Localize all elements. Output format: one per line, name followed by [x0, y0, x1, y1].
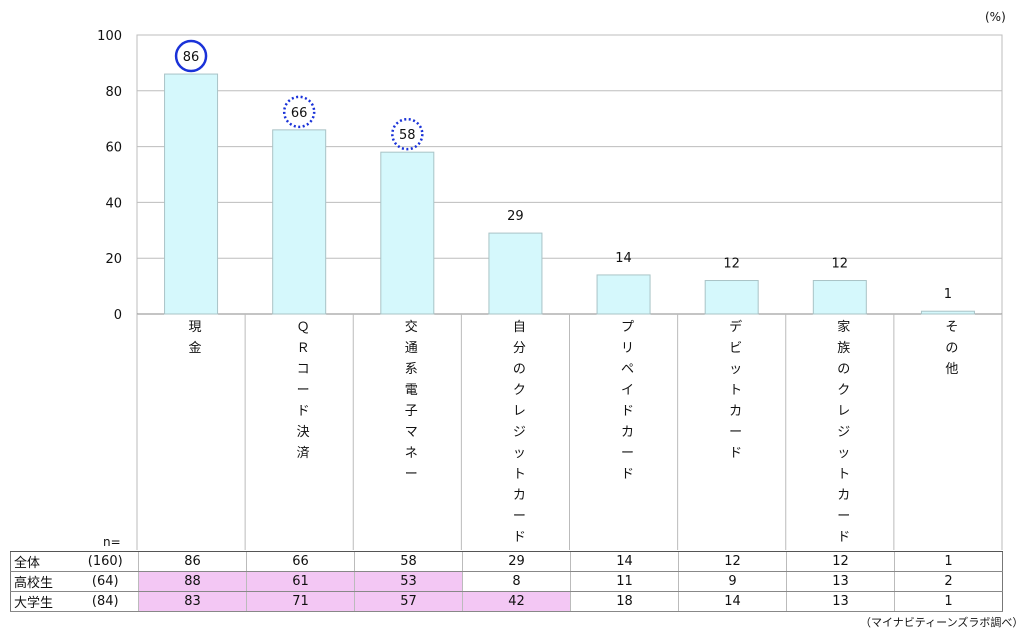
data-label: 29: [507, 209, 524, 224]
data-label: 12: [723, 257, 740, 272]
bar: [920, 310, 975, 315]
unit-label: (%): [985, 10, 1006, 24]
y-tick-label: 80: [105, 85, 122, 100]
y-tick-label: 60: [105, 141, 122, 156]
category-labels: 現金 ＱＲコード決済 交通系電子マネー 自分のクレジットカード プリペイドカード デビット…: [189, 319, 959, 545]
plot-frame: [136, 34, 1003, 315]
data-label: 1: [944, 287, 952, 302]
data-label: 12: [832, 257, 849, 272]
table-cell: 88: [138, 571, 247, 592]
table-cell: 71: [246, 591, 355, 612]
category-label: その他: [945, 320, 958, 377]
table-cell: 53: [354, 571, 463, 592]
category-label: 自分のクレジットカード: [513, 320, 526, 545]
table-cell: 83: [138, 591, 247, 612]
table-cell: 14: [570, 551, 679, 572]
row-group-label: 高校生: [10, 571, 73, 592]
row-group-label: 全体: [10, 551, 73, 572]
bar: [380, 151, 435, 315]
gridlines: [136, 34, 1003, 550]
table-cell: 11: [570, 571, 679, 592]
table-cell: 58: [354, 551, 463, 572]
table-cell: 13: [786, 591, 895, 612]
breakdown-table: 全体 (160) 86 66 58 29 14 12 12 1 高校生 (64) 88 61 53 8 11 9 1…: [10, 551, 1003, 612]
category-label: 家族のクレジットカード: [837, 319, 850, 545]
bar: [488, 232, 543, 315]
table-cell: 12: [678, 551, 787, 572]
row-sample-size: (84): [72, 591, 139, 612]
bar: [164, 73, 219, 315]
table-cell: 12: [786, 551, 895, 572]
table-cell: 13: [786, 571, 895, 592]
bar-chart: 0 20 40 60 80 100 86 66 58 29 14 12 12 1 現金 ＱＲコード決済 交通…: [97, 29, 1003, 550]
n-label: n=: [103, 535, 121, 549]
category-label: デビットカード: [729, 319, 742, 461]
table-cell: 14: [678, 591, 787, 612]
data-labels: 86 66 58 29 14 12 12 1: [174, 39, 952, 302]
category-label: プリペイドカード: [621, 320, 634, 482]
table-cell: 18: [570, 591, 679, 612]
table-cell: 42: [462, 591, 571, 612]
table-cell: 57: [354, 591, 463, 612]
bar: [704, 280, 759, 315]
row-sample-size: (160): [72, 551, 139, 572]
data-label: 86: [183, 50, 200, 65]
y-tick-label: 20: [105, 252, 122, 267]
y-axis: 0 20 40 60 80 100: [97, 29, 122, 323]
row-sample-size: (64): [72, 571, 139, 592]
source-note: （マイナビティーンズラボ調べ）: [860, 616, 1024, 629]
category-label: 現金: [189, 320, 202, 356]
table-cell: 61: [246, 571, 355, 592]
table-cell: 86: [138, 551, 247, 572]
table-row: 高校生 (64) 88 61 53 8 11 9 13 2: [10, 571, 1003, 592]
y-tick-label: 100: [97, 29, 122, 44]
table-cell: 29: [462, 551, 571, 572]
bar: [272, 129, 327, 315]
bar: [812, 280, 867, 315]
category-label: 交通系電子マネー: [405, 319, 418, 482]
table-cell: 66: [246, 551, 355, 572]
data-label: 14: [615, 251, 632, 266]
y-tick-label: 40: [105, 196, 122, 211]
table-cell: 9: [678, 571, 787, 592]
bar: [596, 274, 651, 315]
table-row: 大学生 (84) 83 71 57 42 18 14 13 1: [10, 591, 1003, 612]
highlight-circle: [282, 95, 316, 129]
y-tick-label: 0: [114, 308, 122, 323]
row-group-label: 大学生: [10, 591, 73, 612]
table-cell: 8: [462, 571, 571, 592]
table-row: 全体 (160) 86 66 58 29 14 12 12 1: [10, 551, 1003, 572]
table-cell: 1: [894, 551, 1003, 572]
data-label: 58: [399, 128, 416, 143]
highlight-circle: [391, 117, 424, 151]
table-cell: 2: [894, 571, 1003, 592]
data-label: 66: [291, 106, 308, 121]
bars: [164, 73, 975, 315]
category-label: ＱＲコード決済: [297, 320, 310, 461]
highlight-circle: [174, 39, 208, 73]
table-cell: 1: [894, 591, 1003, 612]
